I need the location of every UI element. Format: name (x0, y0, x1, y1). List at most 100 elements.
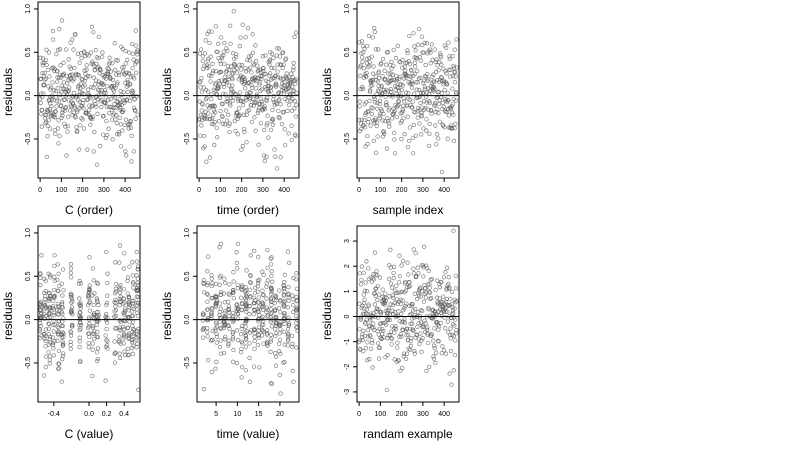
data-point (443, 270, 448, 275)
data-point (244, 268, 249, 273)
data-point (410, 321, 415, 326)
data-point (388, 78, 393, 84)
data-point (432, 86, 437, 91)
data-point (122, 98, 127, 103)
data-point (407, 33, 412, 39)
data-point (425, 71, 430, 77)
data-point (43, 57, 48, 63)
data-point (264, 123, 269, 128)
data-point (68, 333, 74, 338)
data-point (213, 295, 219, 300)
data-point (221, 320, 227, 325)
data-point (405, 114, 410, 119)
data-point (400, 258, 406, 263)
data-point (38, 282, 43, 288)
data-point (77, 281, 82, 286)
data-point (452, 323, 457, 328)
data-point (294, 299, 299, 304)
data-point (412, 44, 417, 49)
data-point (239, 147, 244, 152)
data-point (378, 320, 383, 326)
data-point (383, 308, 389, 314)
data-point (58, 63, 63, 68)
data-point (271, 55, 276, 61)
data-point (75, 128, 80, 134)
data-point (289, 137, 294, 143)
data-point (74, 94, 79, 99)
data-point (125, 325, 130, 331)
data-point (266, 60, 271, 65)
data-point (127, 300, 132, 305)
data-point (252, 338, 257, 344)
x-tick-label: 20 (276, 411, 284, 418)
data-point (391, 47, 396, 52)
data-point (444, 82, 450, 87)
data-point (105, 346, 110, 351)
data-point (401, 351, 407, 356)
data-point (430, 74, 435, 79)
data-point (131, 281, 136, 286)
data-point (76, 73, 82, 78)
data-point (234, 51, 239, 57)
data-point (371, 325, 376, 330)
points-sample-index (356, 25, 459, 175)
data-point (289, 108, 295, 114)
data-point (86, 344, 92, 350)
data-point (120, 128, 125, 133)
data-point (205, 307, 211, 312)
y-tick-label: 0.0 (184, 91, 191, 101)
data-point (84, 63, 89, 68)
data-point (451, 228, 456, 233)
data-point (77, 60, 82, 65)
data-point (40, 60, 45, 66)
data-point (439, 62, 444, 67)
data-point (425, 282, 431, 287)
data-point (452, 306, 457, 311)
data-point (47, 357, 52, 363)
data-point (363, 144, 368, 149)
data-point (276, 114, 281, 120)
data-point (414, 68, 420, 74)
data-point (374, 268, 379, 274)
data-point (55, 86, 60, 91)
data-point (219, 55, 225, 61)
data-point (101, 90, 107, 95)
data-point (374, 106, 380, 111)
data-point (80, 100, 85, 106)
data-point (375, 134, 380, 139)
data-point (259, 76, 264, 82)
data-point (217, 345, 223, 350)
data-point (360, 84, 365, 90)
data-point (359, 126, 364, 132)
data-point (117, 260, 122, 265)
data-point (257, 365, 262, 370)
data-point (282, 127, 287, 132)
data-point (46, 298, 51, 303)
x-tick-label: 400 (119, 187, 131, 194)
data-point (222, 300, 228, 305)
data-point (214, 324, 220, 329)
data-point (52, 253, 57, 258)
data-point (91, 75, 97, 80)
data-point (242, 129, 247, 135)
data-point (434, 132, 440, 137)
data-point (268, 89, 273, 94)
data-point (360, 59, 365, 64)
data-point (55, 301, 60, 307)
data-point (221, 53, 226, 58)
data-point (436, 101, 442, 107)
data-point (408, 326, 413, 332)
data-point (77, 303, 83, 308)
data-point (68, 295, 73, 300)
data-point (383, 77, 388, 82)
data-point (365, 357, 370, 363)
data-point (91, 278, 96, 283)
data-point (232, 118, 237, 124)
data-point (68, 266, 74, 271)
data-point (406, 138, 412, 144)
data-point (83, 71, 88, 77)
data-point (427, 290, 433, 295)
data-point (86, 112, 92, 117)
data-point (272, 308, 278, 313)
